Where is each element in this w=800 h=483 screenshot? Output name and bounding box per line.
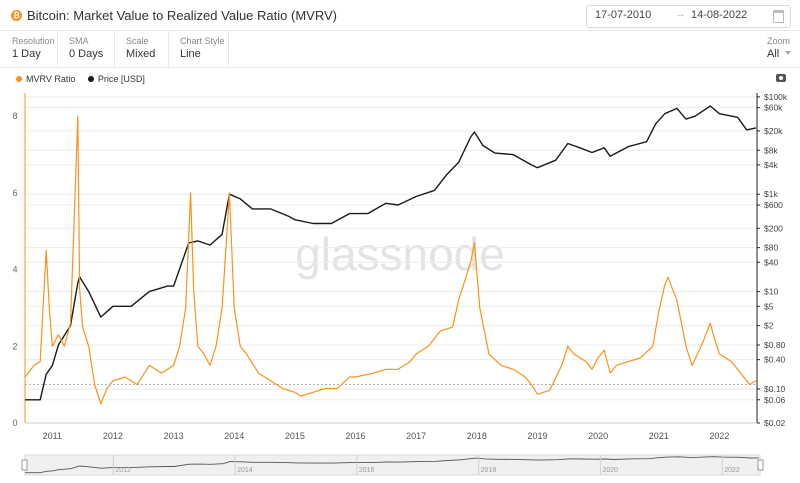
right-tick-label: $0.10: [764, 384, 786, 394]
price-swatch-icon: [87, 75, 94, 82]
grid: [25, 96, 757, 424]
right-tick-label: $0.40: [764, 355, 786, 365]
right-tick-label: $10: [764, 287, 778, 297]
mvrv-swatch-icon: [16, 75, 22, 82]
x-tick-label: 2017: [406, 431, 426, 441]
scale-label: Scale: [126, 36, 149, 46]
right-tick-label: $200: [764, 223, 783, 233]
right-tick-label: $0.06: [764, 395, 786, 405]
watermark: glassnode: [295, 228, 505, 280]
date-range-picker[interactable]: 17-07-2010 → 14-08-2022: [586, 5, 791, 28]
scale-value: Mixed: [126, 48, 156, 60]
navigator-tick-label: 2020: [602, 467, 618, 474]
x-tick-label: 2013: [164, 431, 184, 441]
chart-style-select[interactable]: Chart Style Line: [168, 31, 229, 67]
zoom-select[interactable]: Zoom All: [757, 31, 800, 67]
right-tick-label: $20k: [764, 126, 783, 136]
x-tick-label: 2012: [103, 431, 123, 441]
legend-label-mvrv: MVRV Ratio: [26, 74, 76, 84]
date-start-field[interactable]: 17-07-2010: [595, 9, 652, 21]
navigator-line: [25, 456, 759, 474]
navigator-tick-label: 2014: [237, 467, 253, 474]
navigator-handle-left: [21, 459, 28, 471]
right-tick-label: $0.02: [764, 418, 786, 428]
right-tick-label: $0.80: [764, 340, 786, 350]
right-tick-label: $1k: [764, 189, 778, 199]
x-tick-label: 2016: [346, 431, 366, 441]
scale-select[interactable]: Scale Mixed: [114, 31, 169, 67]
x-tick-label: 2018: [467, 431, 487, 441]
chart-style-label: Chart Style: [180, 36, 225, 46]
right-tick-label: $100k: [764, 92, 788, 102]
price-line: [25, 105, 756, 401]
x-tick-label: 2015: [285, 431, 305, 441]
navigator-track: [24, 454, 761, 476]
chart-legend: MVRV Ratio Price [USD]: [16, 74, 155, 84]
legend-item-mvrv[interactable]: MVRV Ratio: [16, 74, 75, 84]
mvrv-line: [24, 115, 757, 405]
right-tick-label: $40: [764, 257, 778, 267]
resolution-value: 1 Day: [12, 48, 41, 60]
right-tick-label: $80: [764, 243, 778, 253]
zoom-label: Zoom: [767, 36, 791, 46]
right-tick-label: $600: [764, 200, 783, 210]
x-tick-label: 2020: [588, 431, 608, 441]
x-tick-label: 2011: [43, 431, 62, 441]
right-tick-label: $60k: [764, 103, 783, 113]
navigator-tick-label: 2012: [115, 467, 131, 474]
axes: 0 2 4 6 8 $0.02 $0.06$0.10 $0.40 $0.80 $2 $5 $10 $40…: [12, 92, 787, 441]
resolution-label: Resolution: [12, 36, 55, 46]
date-end-field[interactable]: 14-08-2022: [691, 9, 748, 21]
left-tick-label: 0: [12, 418, 17, 428]
chart-title: Bitcoin: Market Value to Realized Value …: [27, 8, 337, 23]
x-tick-label: 2021: [649, 431, 669, 441]
chevron-down-icon: [785, 51, 791, 55]
left-tick-label: 8: [12, 111, 17, 121]
x-tick-label: 2019: [527, 431, 547, 441]
resolution-select[interactable]: Resolution 1 Day: [0, 31, 58, 67]
navigator-handle-right: [757, 459, 764, 471]
navigator-tick-label: 2016: [359, 467, 375, 474]
navigator[interactable]: 2012 2014 2016 2018 2020 2022: [21, 454, 764, 476]
right-tick-label: $4k: [764, 160, 778, 170]
navigator-tick-label: 2022: [724, 467, 740, 474]
left-tick-label: 6: [12, 188, 17, 198]
legend-label-price: Price [USD]: [97, 74, 145, 84]
camera-icon[interactable]: [776, 74, 786, 82]
sma-value: 0 Days: [69, 48, 104, 60]
sma-select[interactable]: SMA 0 Days: [57, 31, 115, 67]
calendar-icon[interactable]: [773, 10, 784, 23]
navigator-tick-label: 2018: [481, 467, 497, 474]
left-tick-label: 4: [12, 265, 17, 275]
series-group: [24, 105, 757, 405]
right-tick-label: $8k: [764, 145, 778, 155]
right-tick-label: $2: [764, 321, 774, 331]
left-tick-label: 2: [12, 341, 17, 351]
x-tick-label: 2022: [709, 431, 729, 441]
right-tick-label: $5: [764, 301, 774, 311]
sma-label: SMA: [69, 36, 89, 46]
legend-item-price[interactable]: Price [USD]: [87, 74, 145, 84]
zoom-value: All: [767, 48, 780, 60]
x-tick-label: 2014: [224, 431, 244, 441]
bitcoin-coin-icon: ₿: [11, 10, 22, 21]
chart-style-value: Line: [180, 48, 201, 60]
arrow-right-icon: →: [675, 8, 686, 20]
header-bar: ₿ Bitcoin: Market Value to Realized Valu…: [0, 0, 800, 31]
chart-controls: Resolution 1 Day SMA 0 Days Scale Mixed …: [0, 31, 800, 68]
